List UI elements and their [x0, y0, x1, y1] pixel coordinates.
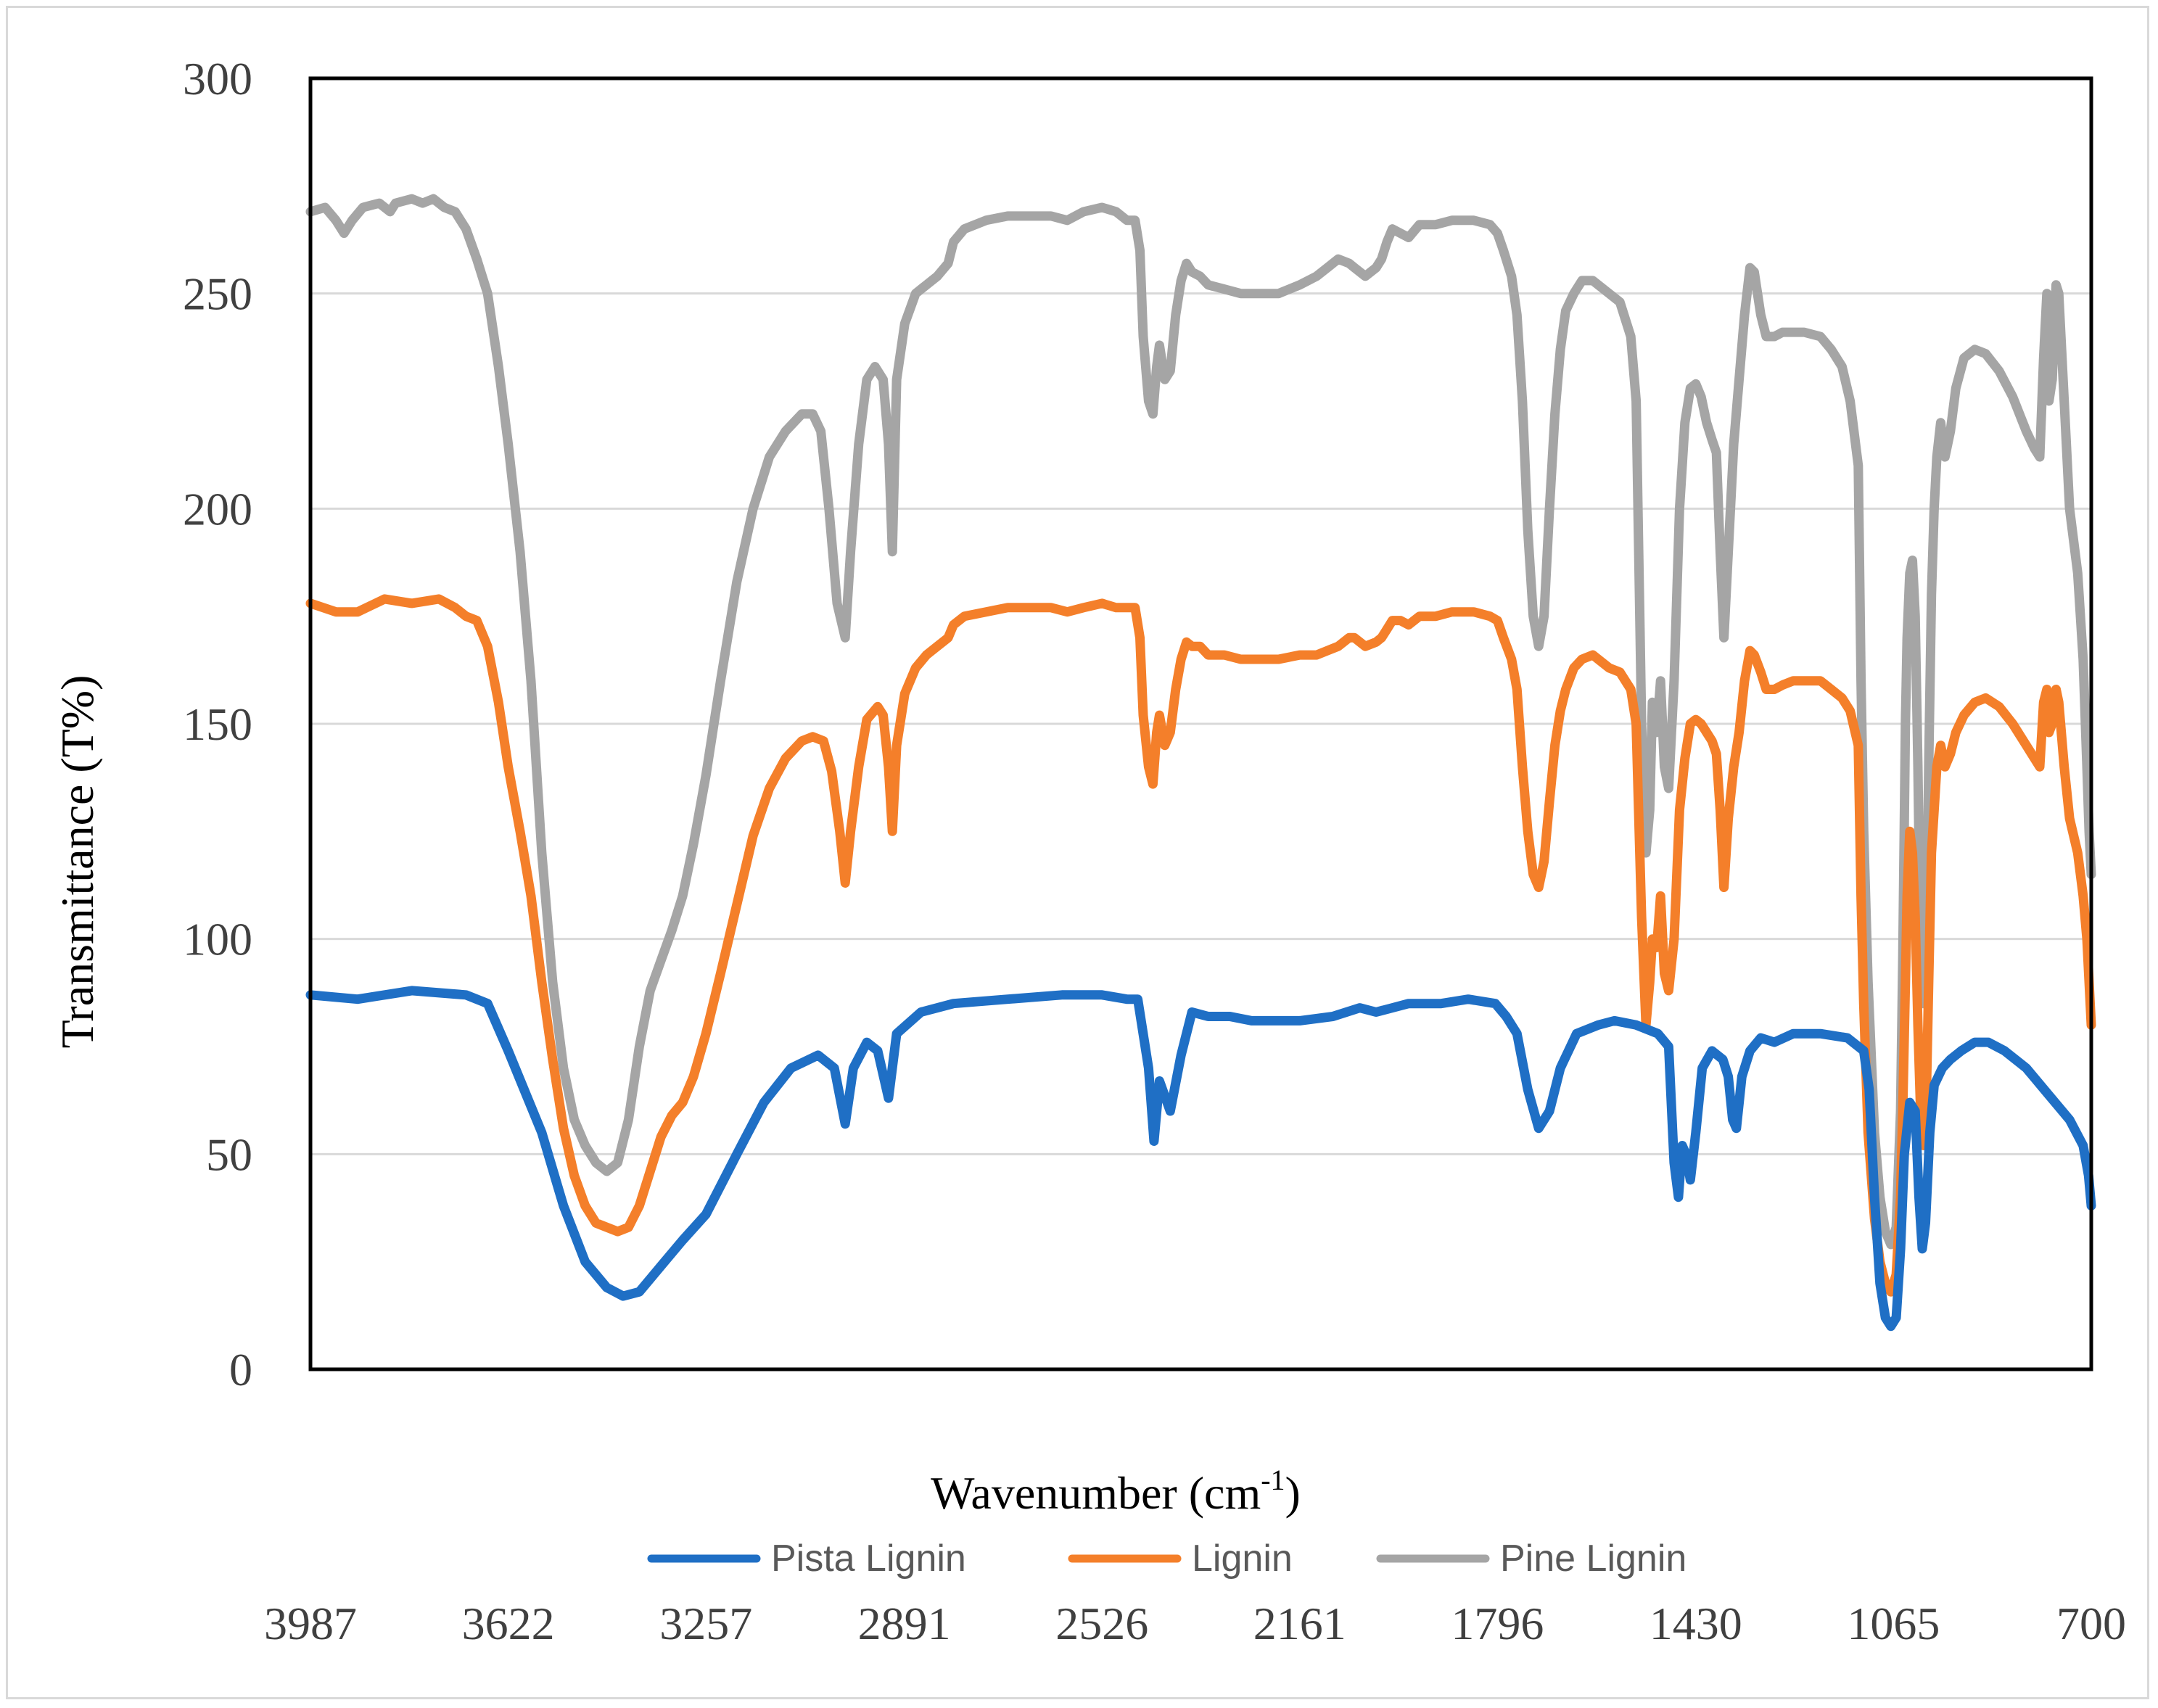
series-line-lignin [305, 594, 2096, 1297]
x-tick-label: 2161 [1253, 1598, 1346, 1649]
y-tick-label: 150 [183, 698, 252, 750]
x-tick-label: 1430 [1650, 1598, 1742, 1649]
y-tick-label: 200 [183, 483, 252, 535]
y-axis-label: Transmittance (T%) [52, 675, 103, 1049]
x-axis-label-close: ) [1285, 1467, 1301, 1519]
x-tick-label: 3622 [462, 1598, 555, 1649]
legend: Pista Lignin Lignin Pine Lignin [647, 1538, 1687, 1580]
legend-label-pine: Pine Lignin [1500, 1538, 1687, 1580]
figure-frame [6, 6, 2149, 1699]
x-tick-label: 1065 [1847, 1598, 1940, 1649]
x-tick-label: 3987 [264, 1598, 357, 1649]
series-lines [305, 194, 2096, 1332]
y-tick-label: 50 [206, 1129, 252, 1180]
x-tick-label: 1796 [1451, 1598, 1544, 1649]
plot-area-border [308, 76, 2093, 1371]
y-tick-labels: 0 50 100 150 200 250 300 [183, 53, 252, 1395]
legend-label-lignin: Lignin [1192, 1538, 1293, 1580]
y-tick-label: 300 [183, 53, 252, 104]
x-tick-label: 700 [2056, 1598, 2126, 1649]
y-tick-label: 0 [229, 1344, 252, 1395]
x-axis-label-main: Wavenumber (cm [931, 1467, 1261, 1519]
x-axis-label-superscript: -1 [1261, 1464, 1285, 1496]
x-axis-label: Wavenumber (cm-1) [931, 1464, 1301, 1519]
series-line-pine [305, 194, 2096, 1250]
series-line-pista [305, 986, 2096, 1332]
gridlines [310, 292, 2091, 1155]
x-tick-labels: 3987 3622 3257 2891 2526 2161 1796 1430 1065 700 [264, 1598, 2126, 1649]
x-tick-label: 3257 [659, 1598, 752, 1649]
plot-border [308, 76, 2093, 1371]
legend-label-pista: Pista Lignin [771, 1538, 966, 1580]
x-tick-label: 2526 [1055, 1598, 1148, 1649]
x-tick-label: 2891 [858, 1598, 951, 1649]
y-tick-label: 100 [183, 914, 252, 965]
y-tick-label: 250 [183, 268, 252, 320]
